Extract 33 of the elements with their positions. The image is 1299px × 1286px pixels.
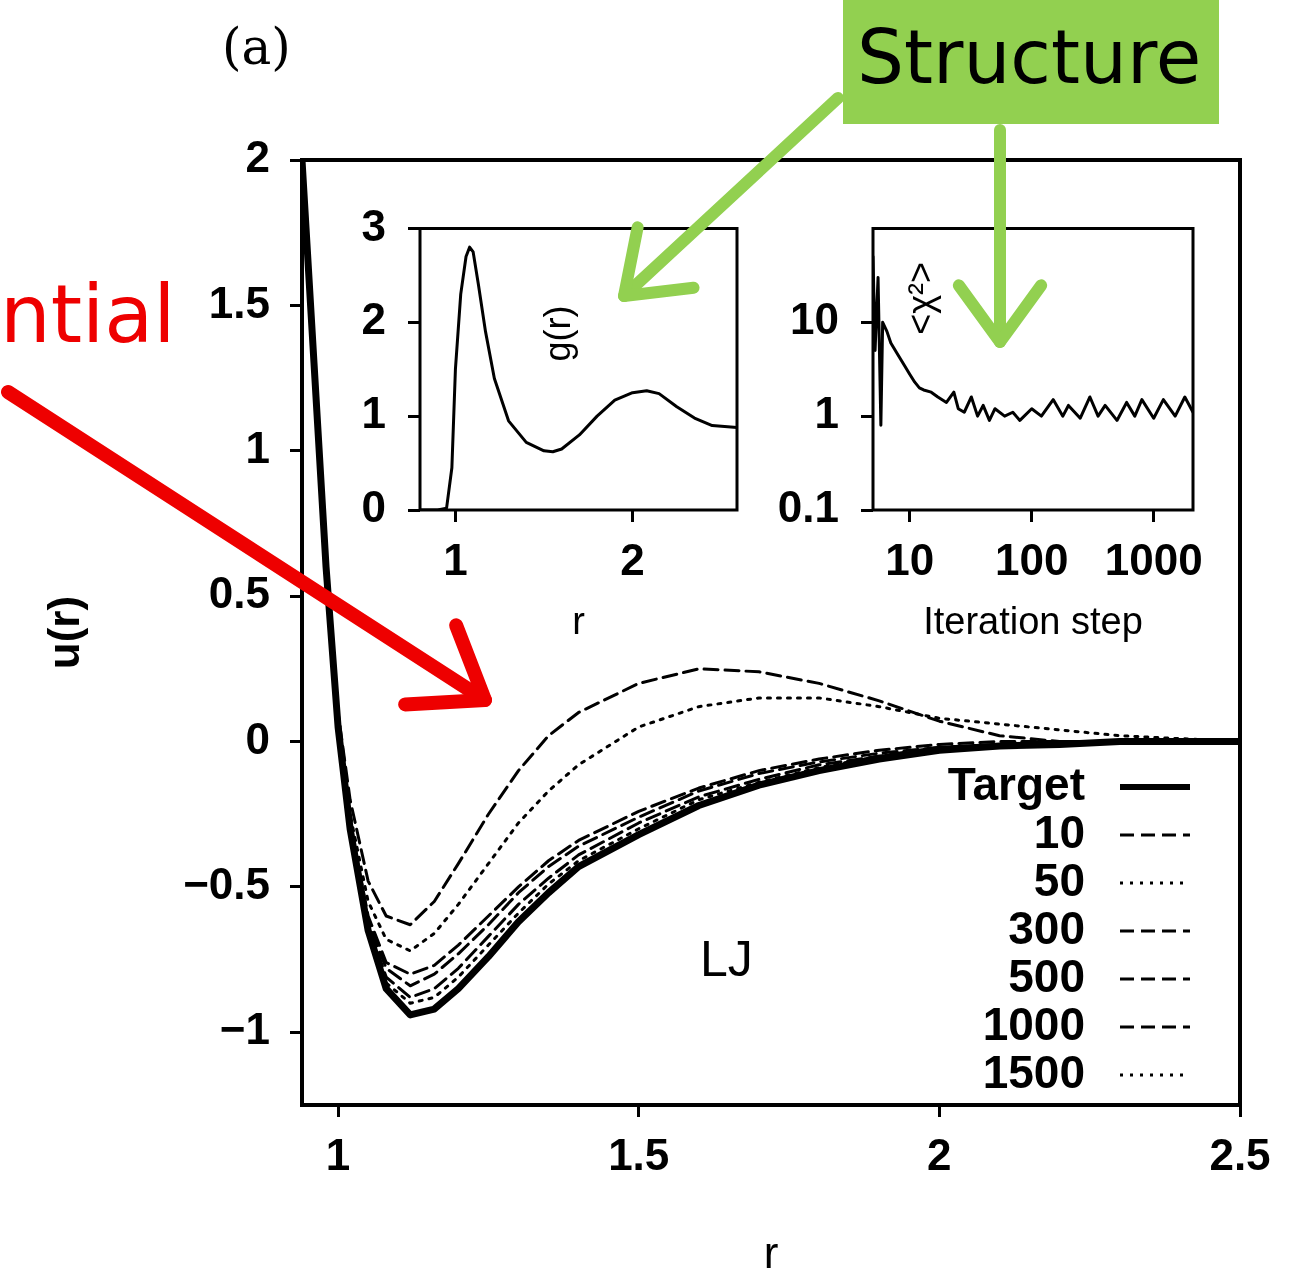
y-tick-label: −0.5 [183,859,270,909]
y-tick-label: 3 [361,200,386,250]
y-tick-label: 1 [245,422,270,472]
y-tick-label: 0.1 [777,482,839,532]
x-axis-title: r [763,1227,779,1277]
y-tick-label: 2 [245,132,270,182]
y-tick-label: 0 [361,482,386,532]
y-tick-label: 1 [361,388,386,438]
y-tick-label: 0.5 [208,568,270,618]
x-tick-label: 2 [927,1129,952,1179]
y-tick-label: 1 [814,388,839,438]
x-tick-label: 10 [885,534,935,584]
x-axis-title: Iteration step [923,599,1143,642]
text: ntial [0,268,176,361]
y-axis-title: g(r) [536,305,578,362]
annotation: LJ [700,930,753,988]
y-tick-label: 10 [790,294,839,344]
x-tick-label: 1.5 [608,1129,670,1179]
x-tick-label: 100 [995,534,1069,584]
text: Structure [843,0,1220,124]
y-tick-label: 1.5 [208,277,270,327]
y-axis-title: <χ²> [899,261,941,335]
x-tick-label: 1000 [1104,534,1203,584]
x-axis-title: r [572,599,586,642]
y-tick-label: 2 [361,294,386,344]
y-tick-label: −1 [219,1004,270,1054]
x-tick-label: 1 [325,1129,351,1179]
y-tick-label: 0 [245,713,270,763]
text: (a) [222,18,291,76]
y-axis-title: u(r) [38,595,88,670]
x-tick-label: 2 [620,534,645,584]
x-tick-label: 1 [443,534,468,584]
x-tick-label: 2.5 [1209,1129,1271,1179]
